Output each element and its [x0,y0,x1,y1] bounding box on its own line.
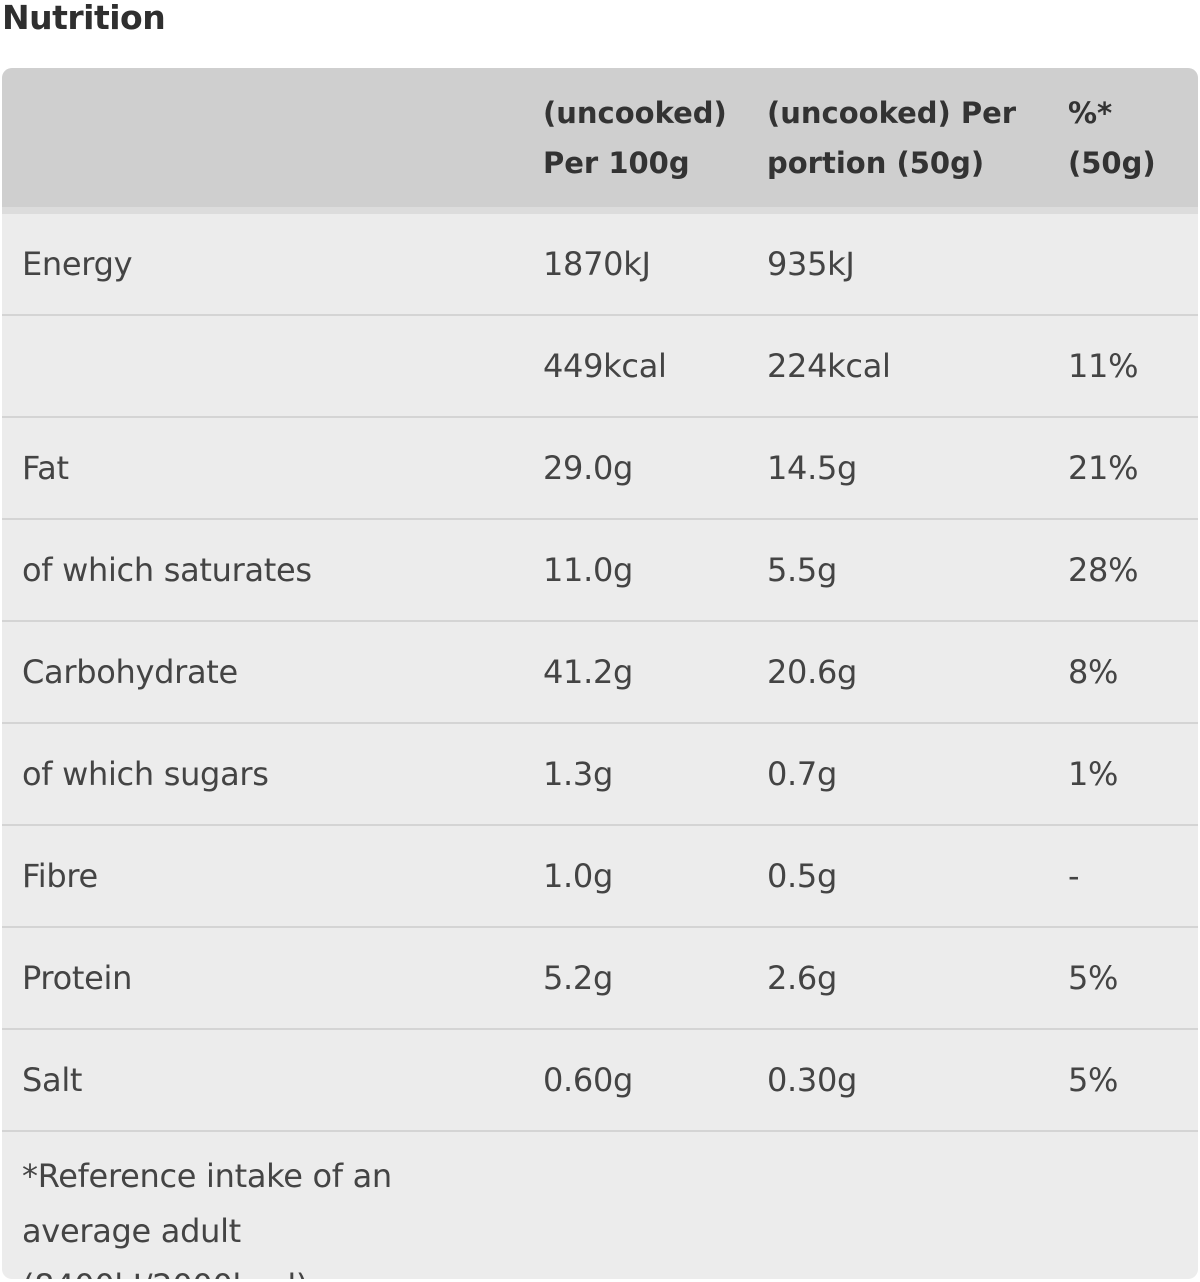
table-row: Energy 1870kJ 935kJ [2,210,1198,316]
percent-ri-value: 5% [1068,1029,1198,1132]
table-row: Carbohydrate 41.2g 20.6g 8% [2,621,1198,724]
per-portion-value: 0.5g [767,825,1068,928]
footnote-cell: *Reference intake of an average adult (8… [2,1131,1198,1279]
nutrient-label: Fibre [2,825,543,928]
reference-intake-footnote: *Reference intake of an average adult (8… [22,1157,392,1279]
per-portion-value: 935kJ [767,210,1068,316]
per-portion-value: 14.5g [767,417,1068,520]
percent-ri-value: 5% [1068,927,1198,1030]
percent-ri-value: 21% [1068,417,1198,520]
percent-ri-value: 8% [1068,621,1198,724]
table-row: Fat 29.0g 14.5g 21% [2,417,1198,520]
header-row: (uncooked) Per 100g (uncooked) Per porti… [2,68,1198,214]
percent-ri-value: 11% [1068,315,1198,418]
per-portion-value: 20.6g [767,621,1068,724]
per-100g-value: 5.2g [543,927,767,1030]
per-portion-value: 2.6g [767,927,1068,1030]
table-body: Energy 1870kJ 935kJ 449kcal 224kcal 11% … [2,210,1198,1279]
table-row: 449kcal 224kcal 11% [2,315,1198,418]
per-100g-value: 29.0g [543,417,767,520]
header-per-100g: (uncooked) Per 100g [543,68,767,214]
percent-ri-value: 28% [1068,519,1198,622]
table-row: Protein 5.2g 2.6g 5% [2,927,1198,1030]
percent-ri-value [1068,210,1198,316]
nutrient-label: Fat [2,417,543,520]
table-row: of which sugars 1.3g 0.7g 1% [2,723,1198,826]
per-100g-value: 449kcal [543,315,767,418]
nutrition-table: (uncooked) Per 100g (uncooked) Per porti… [2,68,1198,1279]
per-portion-value: 5.5g [767,519,1068,622]
per-100g-value: 11.0g [543,519,767,622]
table-header: (uncooked) Per 100g (uncooked) Per porti… [2,68,1198,214]
table-row: Fibre 1.0g 0.5g - [2,825,1198,928]
nutrition-table-container: (uncooked) Per 100g (uncooked) Per porti… [2,68,1198,1279]
per-100g-value: 1.0g [543,825,767,928]
nutrient-label: Salt [2,1029,543,1132]
per-portion-value: 0.30g [767,1029,1068,1132]
table-row: of which saturates 11.0g 5.5g 28% [2,519,1198,622]
page-title: Nutrition [2,0,166,37]
nutrient-label: of which saturates [2,519,543,622]
nutrient-label: Protein [2,927,543,1030]
nutrient-label: of which sugars [2,723,543,826]
header-per-portion: (uncooked) Per portion (50g) [767,68,1068,214]
percent-ri-value: - [1068,825,1198,928]
nutrient-label: Energy [2,210,543,316]
header-percent-ri: %* (50g) [1068,68,1198,214]
per-100g-value: 0.60g [543,1029,767,1132]
per-100g-value: 1.3g [543,723,767,826]
nutrient-label: Carbohydrate [2,621,543,724]
per-portion-value: 224kcal [767,315,1068,418]
table-row: Salt 0.60g 0.30g 5% [2,1029,1198,1132]
footnote-row: *Reference intake of an average adult (8… [2,1131,1198,1279]
per-100g-value: 1870kJ [543,210,767,316]
per-100g-value: 41.2g [543,621,767,724]
nutrient-label [2,315,543,418]
percent-ri-value: 1% [1068,723,1198,826]
header-nutrient [2,68,543,214]
per-portion-value: 0.7g [767,723,1068,826]
